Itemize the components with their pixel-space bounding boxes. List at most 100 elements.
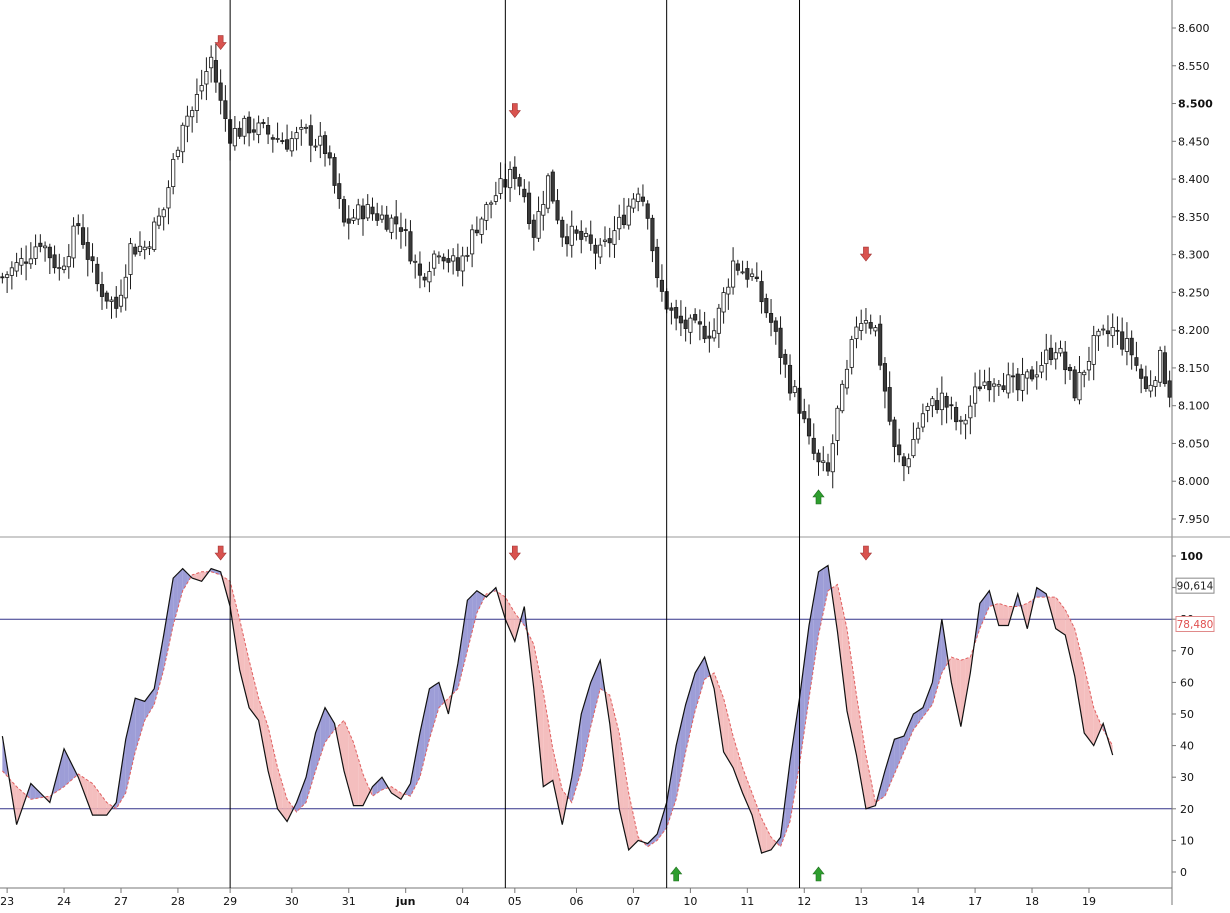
x-tick-label: jun [395, 895, 415, 908]
candle-body [849, 339, 854, 368]
osc-fill-bear [723, 698, 729, 760]
osc-fill-bear [998, 603, 1004, 626]
candle-body [1020, 374, 1025, 391]
candle [413, 254, 418, 279]
candle-body [1105, 330, 1111, 335]
candle [650, 214, 655, 263]
candle-body [1029, 369, 1035, 380]
candle [389, 214, 394, 240]
candle [142, 240, 147, 260]
candle [275, 122, 280, 143]
candle [726, 278, 731, 310]
candle-body [152, 221, 157, 250]
osc-tick-label: 50 [1180, 708, 1194, 721]
candle [712, 318, 717, 342]
candle-body [830, 443, 835, 473]
candle-body [479, 218, 484, 235]
candle [1120, 317, 1125, 356]
osc-fill-bull [306, 755, 311, 803]
candle [109, 296, 114, 319]
candle-body [408, 231, 413, 262]
buy-arrow-icon [670, 866, 683, 882]
candle [702, 311, 707, 343]
osc-fill-bear [728, 717, 734, 768]
candle-body [863, 320, 869, 324]
x-tick-label: 07 [626, 895, 640, 908]
osc-fill-bear [258, 698, 264, 746]
candle [854, 316, 859, 349]
candle [360, 198, 366, 236]
candle [408, 220, 413, 265]
osc-fill-bear [851, 661, 857, 756]
osc-fill-bear [1088, 687, 1094, 746]
candle [617, 204, 622, 241]
candle [441, 253, 446, 270]
candle [61, 257, 67, 274]
candle-body [322, 135, 328, 154]
osc-fill-bear [870, 778, 876, 808]
candle-body [237, 127, 242, 137]
candle [71, 217, 76, 268]
candle-body [57, 267, 62, 269]
x-tick-label: 13 [854, 895, 868, 908]
candle [560, 216, 565, 247]
candle [508, 161, 513, 202]
candle [659, 264, 664, 302]
candle [911, 422, 916, 459]
candle [674, 299, 679, 331]
candle-body [906, 458, 911, 468]
osc-fill-bull [35, 788, 41, 799]
candle [916, 422, 921, 444]
candle-body [536, 211, 541, 239]
candle [830, 434, 835, 489]
candle-body [669, 307, 674, 311]
candle [47, 243, 52, 275]
candle [337, 173, 342, 209]
candle [887, 371, 892, 426]
osc-fill-bear [718, 685, 724, 752]
candle-body [441, 256, 446, 262]
osc-tick-label: 0 [1180, 866, 1187, 879]
candle [930, 396, 935, 418]
candle [1101, 324, 1106, 336]
candle-body [1044, 349, 1049, 365]
osc-fill-bull [434, 682, 439, 724]
candle [906, 453, 911, 475]
candle [128, 237, 133, 290]
candle-body [564, 236, 570, 245]
price-tick-label: 8.300 [1178, 249, 1210, 262]
candle-body [417, 263, 422, 276]
x-tick-label: 04 [456, 895, 470, 908]
osc-fill-bear [230, 581, 235, 639]
candle-body [821, 460, 826, 463]
candle [9, 261, 14, 290]
candle-body [360, 205, 366, 220]
candle [954, 401, 959, 431]
candle [541, 190, 546, 231]
osc-fill-bear [277, 767, 283, 816]
candle-body [394, 216, 399, 225]
candle [1072, 366, 1077, 402]
osc-fill-bear [766, 827, 772, 852]
candle [194, 78, 199, 124]
x-tick-label: 18 [1025, 895, 1039, 908]
x-tick-label: 24 [57, 895, 71, 908]
candle-body [1015, 373, 1020, 391]
x-tick-label: 10 [683, 895, 697, 908]
candle-body [930, 398, 935, 407]
candle-body [859, 323, 864, 331]
candle [977, 369, 982, 392]
candle-body [332, 157, 337, 186]
candle [1082, 369, 1087, 388]
osc-fill-bear [837, 584, 843, 672]
candle [531, 214, 536, 251]
osc-fill-bull [889, 739, 895, 786]
candle [892, 416, 897, 463]
candle-body [640, 196, 646, 202]
candle-body [1120, 331, 1125, 350]
candle [465, 246, 470, 262]
candle-body [1006, 374, 1011, 394]
osc-fill-bull [818, 568, 824, 635]
oscillator-panel [0, 564, 1172, 854]
